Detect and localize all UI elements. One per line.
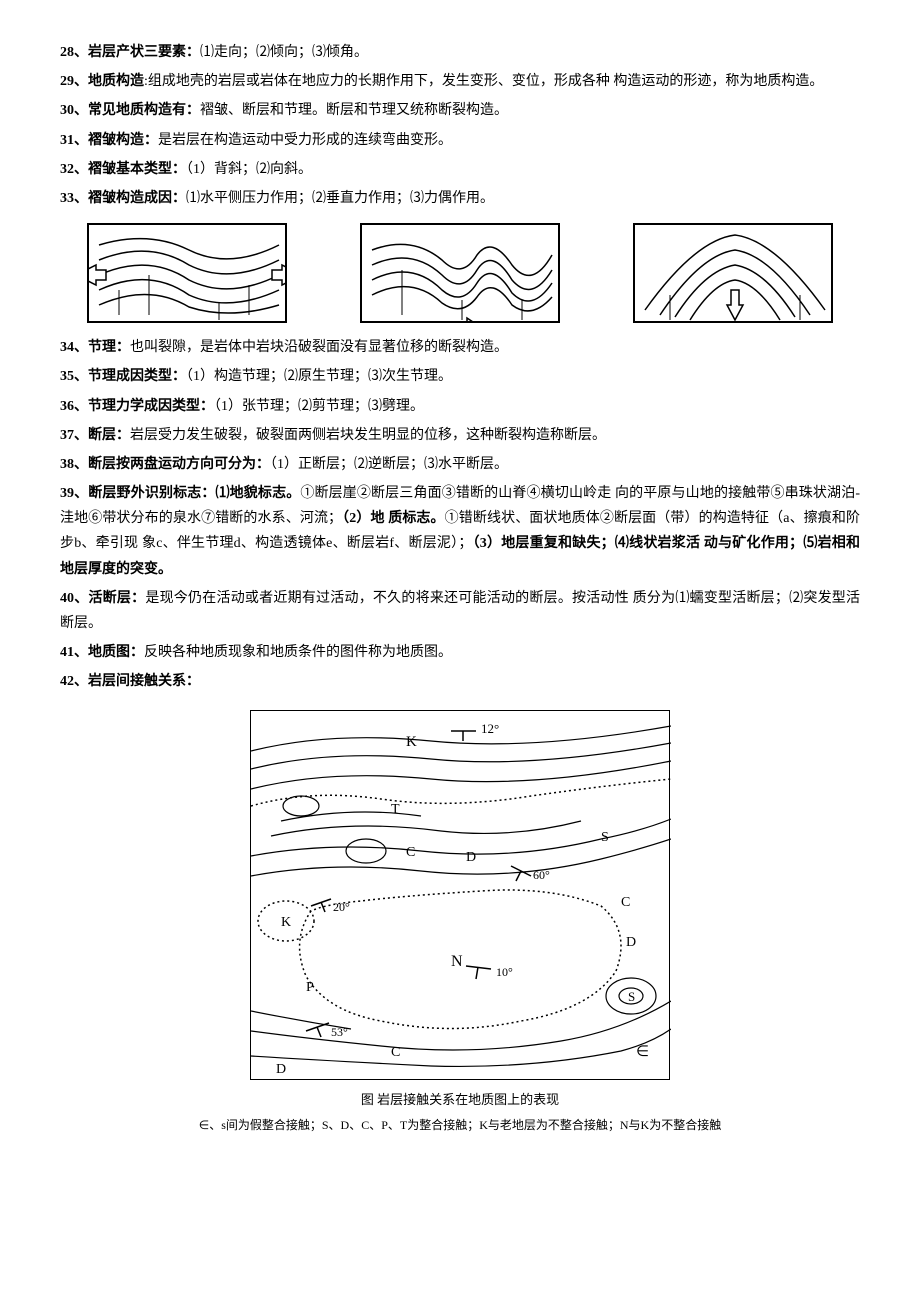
item-text: （1）张节理；⑵剪节理；⑶劈理。 [214,399,424,414]
label-angle53: 53° [331,1025,348,1039]
item-num: 33、 [60,191,88,206]
item-title: 活断层： [88,591,145,606]
label-angle12: 12° [481,721,499,736]
fold-diagram-couple [633,223,833,323]
label-S2: S [628,989,635,1004]
item-36: 36、节理力学成因类型：（1）张节理；⑵剪节理；⑶劈理。 [60,394,860,419]
label-P: P [306,980,314,995]
item-num: 41、 [60,645,88,660]
item-text: ⑴水平侧压力作用；⑵垂直力作用；⑶力偶作用。 [186,191,494,206]
item-32: 32、褶皱基本类型：（1）背斜；⑵向斜。 [60,157,860,182]
item-title: 常见地质构造有： [88,103,200,118]
item-41: 41、地质图：反映各种地质现象和地质条件的图件称为地质图。 [60,640,860,665]
item-text: 是现今仍在活动或者近期有过活动，不久的将来还可能活动的断层。按活动性 质分为⑴蠕… [60,591,860,631]
item-35: 35、节理成因类型：（1）构造节理；⑵原生节理；⑶次生节理。 [60,364,860,389]
item-num: 40、 [60,591,88,606]
item-39: 39、断层野外识别标志：⑴地貌标志。①断层崖②断层三角面③错断的山脊④横切山岭走… [60,481,860,582]
label-C1: C [406,845,415,860]
label-D1: D [466,850,476,865]
geological-map: K 12° T C D S 60° K 20° C N D P 10° 53° … [250,710,670,1080]
item-28: 28、岩层产状三要素：⑴走向；⑵倾向；⑶倾角。 [60,40,860,65]
item-37: 37、断层：岩层受力发生破裂，破裂面两侧岩块发生明显的位移，这种断裂构造称断层。 [60,423,860,448]
item-29: 29、地质构造:组成地壳的岩层或岩体在地应力的长期作用下，发生变形、变位，形成各… [60,69,860,94]
item-text: 褶皱、断层和节理。断层和节理又统称断裂构造。 [200,103,508,118]
item-title: 地质构造 [88,74,144,89]
item-text: 岩层受力发生破裂，破裂面两侧岩块发生明显的位移，这种断裂构造称断层。 [130,428,606,443]
item-text: :组成地壳的岩层或岩体在地应力的长期作用下，发生变形、变位，形成各种 构造运动的… [144,74,823,89]
item-title: 岩层间接触关系： [88,674,200,689]
item-num: 42、 [60,674,88,689]
item-text: 也叫裂隙，是岩体中岩块沿破裂面没有显著位移的断裂构造。 [130,340,508,355]
map-subcaption: ∈、s间为假整合接触；S、D、C、P、T为整合接触；K与老地层为不整合接触；N与… [60,1115,860,1137]
item-title: 褶皱构造成因： [88,191,186,206]
item-num: 35、 [60,369,88,384]
item-text: （1）背斜；⑵向斜。 [186,162,312,177]
item-30: 30、常见地质构造有：褶皱、断层和节理。断层和节理又统称断裂构造。 [60,98,860,123]
label-angle20: 20° [333,900,350,914]
item-num: 32、 [60,162,88,177]
item-num: 38、 [60,457,88,472]
item-title: 节理： [88,340,130,355]
item-text: 是岩层在构造运动中受力形成的连续弯曲变形。 [158,133,452,148]
fold-diagram-vertical [360,223,560,323]
item-num: 34、 [60,340,88,355]
item-33: 33、褶皱构造成因：⑴水平侧压力作用；⑵垂直力作用；⑶力偶作用。 [60,186,860,211]
label-C3: C [391,1045,400,1060]
item-num: 30、 [60,103,88,118]
item-title: 断层按两盘运动方向可分为： [88,457,270,472]
label-K1: K [406,734,417,750]
item-34: 34、节理：也叫裂隙，是岩体中岩块沿破裂面没有显著位移的断裂构造。 [60,335,860,360]
item-31: 31、褶皱构造：是岩层在构造运动中受力形成的连续弯曲变形。 [60,128,860,153]
item-40: 40、活断层：是现今仍在活动或者近期有过活动，不久的将来还可能活动的断层。按活动… [60,586,860,636]
label-T: T [391,802,400,817]
item-title: 断层： [88,428,130,443]
label-D3: D [276,1062,286,1077]
label-angle10: 10° [496,965,513,979]
label-N: N [451,953,463,970]
label-S1: S [601,830,609,845]
item-text: （1）正断层；⑵逆断层；⑶水平断层。 [270,457,508,472]
geological-map-container: K 12° T C D S 60° K 20° C N D P 10° 53° … [60,710,860,1137]
item-text: 反映各种地质现象和地质条件的图件称为地质图。 [144,645,452,660]
label-angle60: 60° [533,868,550,882]
item-title: 节理成因类型： [88,369,186,384]
item-title: 断层野外识别标志：⑴地貌标志。 [88,486,300,501]
item-title: 褶皱构造： [88,133,158,148]
fold-diagrams-row [60,223,860,323]
item-num: 31、 [60,133,88,148]
item-text: ⑴走向；⑵倾向；⑶倾角。 [200,45,368,60]
label-eps: ∈ [636,1044,649,1060]
item-bold2: （2）地 质标志。 [342,511,445,526]
item-num: 28、 [60,45,88,60]
item-num: 37、 [60,428,88,443]
label-D2: D [626,935,636,950]
item-num: 36、 [60,399,88,414]
label-K2: K [281,915,291,930]
item-38: 38、断层按两盘运动方向可分为：（1）正断层；⑵逆断层；⑶水平断层。 [60,452,860,477]
item-title: 岩层产状三要素： [88,45,200,60]
fold-diagram-horizontal [87,223,287,323]
item-num: 29、 [60,74,88,89]
map-caption: 图 岩层接触关系在地质图上的表现 [60,1088,860,1111]
item-title: 褶皱基本类型： [88,162,186,177]
item-title: 地质图： [88,645,144,660]
item-text: （1）构造节理；⑵原生节理；⑶次生节理。 [186,369,452,384]
label-C2: C [621,895,630,910]
item-num: 39、 [60,486,88,501]
item-42: 42、岩层间接触关系： [60,669,860,694]
item-title: 节理力学成因类型： [88,399,214,414]
